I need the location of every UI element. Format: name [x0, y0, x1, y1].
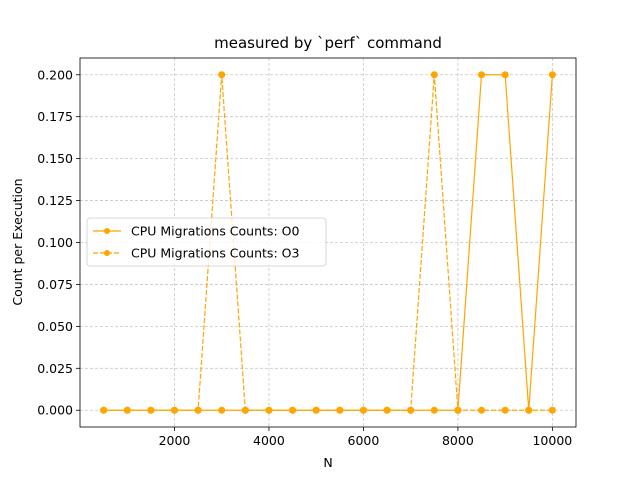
x-tick-label: 4000 — [253, 433, 285, 448]
data-point — [501, 406, 509, 414]
x-tick-label: 10000 — [532, 433, 572, 448]
data-point — [218, 406, 226, 414]
axes: 2000 4000 6000 8000 10000 0.000 0.025 0.050 0.07… — [37, 57, 577, 448]
data-point — [147, 406, 155, 414]
data-point — [548, 406, 556, 414]
y-tick-label: 0.150 — [37, 151, 73, 166]
y-tick-label: 0.125 — [37, 193, 73, 208]
data-point — [312, 406, 320, 414]
data-point — [430, 406, 438, 414]
legend-label-0: CPU Migrations Counts: O0 — [131, 224, 299, 239]
y-tick-label: 0.175 — [37, 109, 73, 124]
y-tick-label: 0.100 — [37, 235, 73, 250]
y-tick-label: 0.050 — [37, 319, 73, 334]
data-point — [170, 406, 178, 414]
data-point — [336, 406, 344, 414]
data-point — [525, 406, 533, 414]
legend-label-1: CPU Migrations Counts: O3 — [131, 246, 299, 261]
y-tick-label: 0.000 — [37, 403, 73, 418]
data-point — [501, 71, 509, 79]
chart-title: measured by `perf` command — [214, 34, 442, 52]
x-tick-label: 6000 — [348, 433, 380, 448]
data-point — [265, 406, 273, 414]
y-tick-label: 0.025 — [37, 361, 73, 376]
x-axis-label: N — [323, 455, 332, 470]
plot-frame — [79, 57, 577, 428]
data-point — [430, 71, 438, 79]
data-point — [289, 406, 297, 414]
data-point — [454, 406, 462, 414]
data-point — [478, 71, 486, 79]
data-point — [548, 71, 556, 79]
data-point — [100, 406, 108, 414]
y-axis-label: Count per Execution — [10, 178, 25, 305]
series-layer — [100, 71, 556, 414]
y-tick-label: 0.200 — [37, 67, 73, 82]
series-line-1 — [103, 74, 553, 411]
legend-box — [86, 217, 327, 267]
data-point — [359, 406, 367, 414]
data-point — [407, 406, 415, 414]
y-tick-label: 0.075 — [37, 277, 73, 292]
data-point — [194, 406, 202, 414]
data-point — [383, 406, 391, 414]
data-point — [218, 71, 226, 79]
legend-marker-1 — [104, 250, 110, 256]
data-point — [241, 406, 249, 414]
x-tick-label: 2000 — [159, 433, 191, 448]
legend: CPU Migrations Counts: O0 CPU Migrations … — [86, 217, 327, 267]
legend-marker-0 — [104, 228, 110, 234]
x-tick-label: 8000 — [442, 433, 474, 448]
data-point — [123, 406, 131, 414]
data-point — [478, 406, 486, 414]
